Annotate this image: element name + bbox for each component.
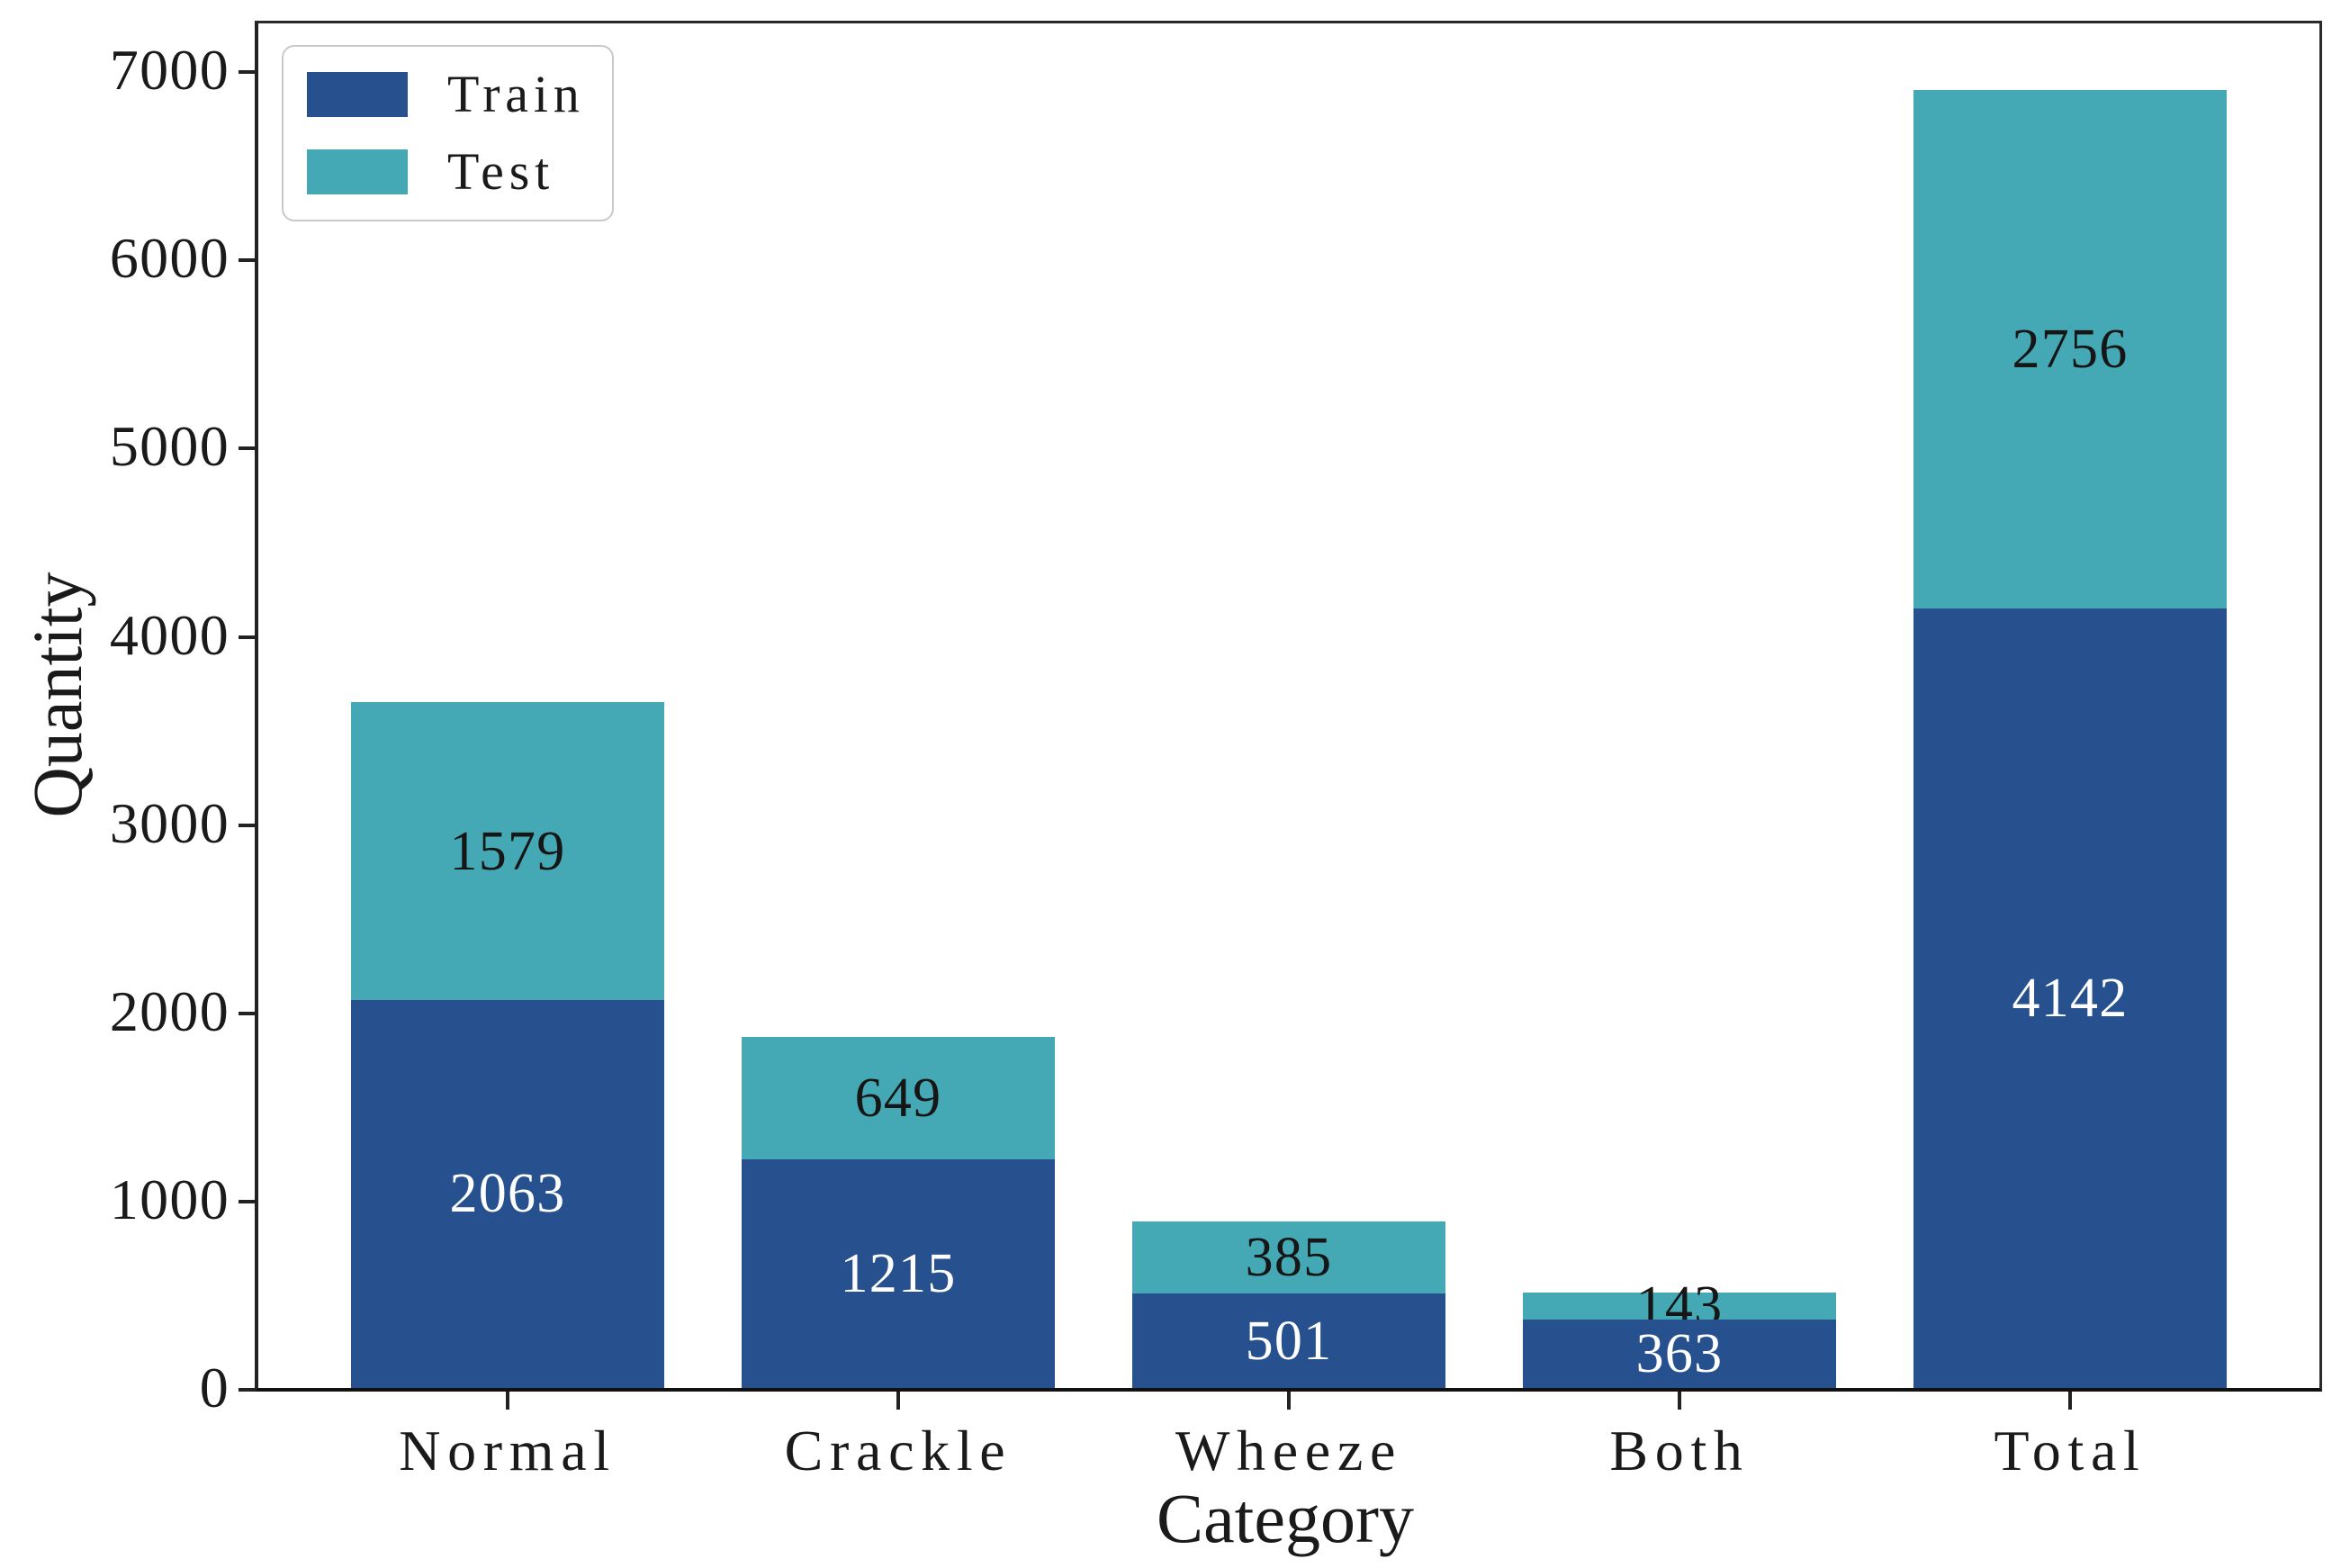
value-label-crackle-train: 1215	[840, 1242, 957, 1304]
legend: Train Test	[282, 45, 614, 221]
bar-total: 2756 4142	[1913, 89, 2227, 1388]
y-tick-label-0: 0	[199, 1356, 230, 1419]
value-label-both-train: 363	[1635, 1323, 1724, 1385]
x-tick-mark-normal	[506, 1392, 509, 1410]
value-label-total-test: 2756	[2012, 318, 2129, 380]
value-label-normal-test: 1579	[449, 820, 566, 882]
y-axis-title: Quantity	[18, 572, 96, 818]
y-tick-mark-4000	[239, 635, 255, 639]
y-tick-label-1000: 1000	[109, 1167, 230, 1231]
x-tick-label-both: Both	[1609, 1419, 1750, 1482]
x-tick-mark-both	[1678, 1392, 1681, 1410]
y-tick-mark-3000	[239, 823, 255, 827]
x-tick-label-normal: Normal	[399, 1419, 617, 1482]
x-tick-mark-wheeze	[1287, 1392, 1291, 1410]
bar-segment-total-test: 2756	[1913, 89, 2227, 608]
legend-label-train: Train	[447, 65, 585, 123]
bar-segment-crackle-test: 649	[742, 1037, 1055, 1159]
y-tick-mark-5000	[239, 446, 255, 451]
legend-label-test: Test	[447, 142, 555, 201]
bar-both: 143 363	[1523, 1278, 1836, 1388]
x-axis-title: Category	[1157, 1479, 1414, 1557]
value-label-total-train: 4142	[2012, 967, 2129, 1029]
x-tick-mark-crackle	[896, 1392, 900, 1410]
bar-segment-both-train: 363	[1523, 1320, 1836, 1388]
y-tick-label-3000: 3000	[109, 790, 230, 855]
x-tick-label-crackle: Crackle	[784, 1419, 1013, 1482]
y-tick-label-5000: 5000	[109, 414, 230, 479]
legend-swatch-train	[307, 72, 408, 117]
bar-segment-crackle-train: 1215	[742, 1158, 1055, 1388]
plot-area: Train Test 1579 2063 649 1215 385 501 143 363 275…	[110, 21, 2322, 1480]
y-tick-label-2000: 2000	[109, 978, 230, 1043]
y-tick-label-6000: 6000	[109, 226, 230, 291]
value-label-wheeze-train: 501	[1245, 1310, 1333, 1372]
bar-normal: 1579 2063	[351, 702, 664, 1388]
bar-segment-wheeze-test: 385	[1132, 1221, 1445, 1294]
y-tick-label-4000: 4000	[109, 602, 230, 667]
value-label-wheeze-test: 385	[1245, 1227, 1333, 1288]
y-tick-mark-1000	[239, 1199, 255, 1203]
y-tick-mark-0	[239, 1388, 255, 1392]
bar-segment-normal-test: 1579	[351, 702, 664, 1000]
bar-segment-normal-train: 2063	[351, 999, 664, 1388]
y-tick-mark-7000	[239, 70, 255, 75]
x-tick-label-wheeze: Wheeze	[1175, 1419, 1403, 1482]
legend-swatch-test	[307, 149, 408, 194]
bar-segment-both-test: 143	[1523, 1278, 1836, 1334]
bar-crackle: 649 1215	[742, 1037, 1055, 1388]
x-tick-label-total: Total	[1994, 1419, 2147, 1482]
y-tick-mark-6000	[239, 258, 255, 263]
bar-segment-wheeze-train: 501	[1132, 1293, 1445, 1388]
legend-item-test: Test	[307, 146, 585, 198]
x-tick-mark-total	[2068, 1392, 2072, 1410]
y-tick-label-7000: 7000	[109, 38, 230, 103]
value-label-normal-train: 2063	[449, 1163, 566, 1225]
y-tick-mark-2000	[239, 1011, 255, 1015]
value-label-crackle-test: 649	[854, 1068, 942, 1130]
legend-item-train: Train	[307, 68, 585, 121]
bar-segment-total-train: 4142	[1913, 608, 2227, 1388]
bar-wheeze: 385 501	[1132, 1221, 1445, 1388]
